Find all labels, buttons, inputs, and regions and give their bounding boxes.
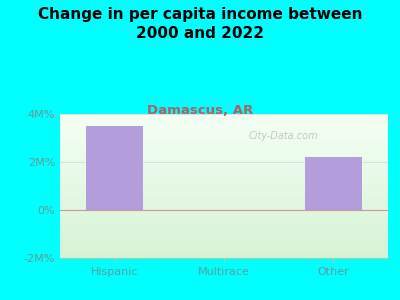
Text: City-Data.com: City-Data.com [248, 131, 318, 141]
Text: Damascus, AR: Damascus, AR [147, 103, 253, 116]
Text: Change in per capita income between
2000 and 2022: Change in per capita income between 2000… [38, 8, 362, 41]
Bar [305, 157, 362, 210]
Bar [86, 126, 143, 210]
